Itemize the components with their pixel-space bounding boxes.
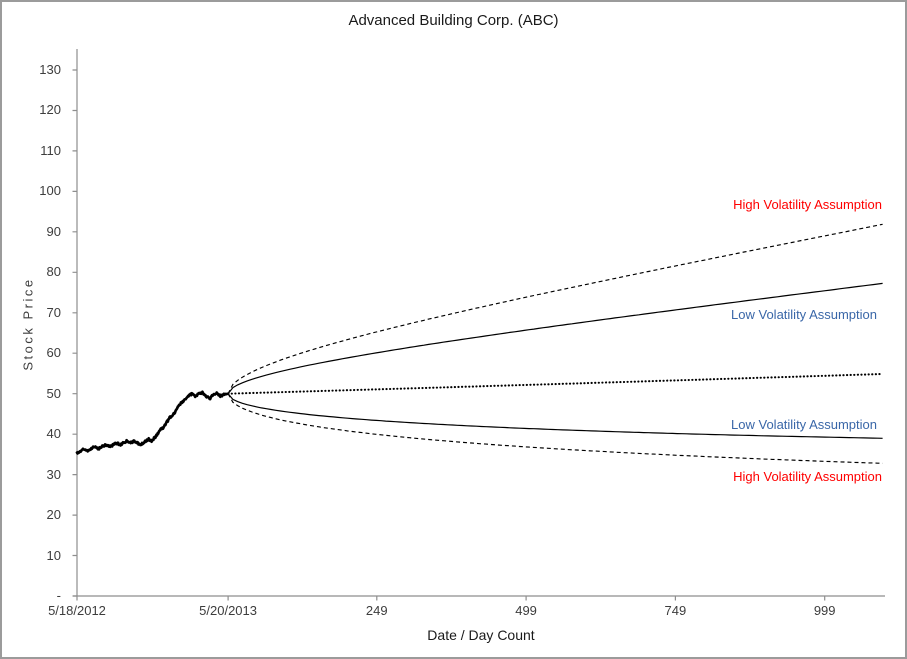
historical-price-line: [75, 390, 230, 455]
y-tick-label: 40: [46, 426, 61, 442]
y-tick-label: 100: [39, 183, 61, 199]
y-tick-label: 120: [39, 102, 61, 118]
chart-title: Advanced Building Corp. (ABC): [348, 12, 559, 29]
high-vol-lower-line: [227, 393, 883, 464]
annotation-low-volatility-lower: Low Volatility Assumption: [731, 417, 877, 432]
x-tick-label: 749: [664, 603, 687, 618]
y-tick-label: 60: [46, 345, 61, 361]
x-tick-label: 5/18/2012: [48, 603, 106, 618]
axis-ticks: [72, 69, 826, 601]
y-tick-label: 80: [46, 264, 61, 280]
y-tick-label: 70: [46, 304, 61, 320]
high-vol-upper-line: [227, 223, 883, 394]
y-tick-label: 50: [46, 385, 61, 401]
y-tick-label: 10: [46, 547, 61, 563]
y-tick-label: 30: [46, 466, 61, 482]
median-projection-line: [227, 372, 884, 395]
x-tick-label: 999: [813, 603, 836, 618]
low-vol-upper-line: [227, 282, 883, 395]
y-tick-label: 130: [39, 62, 61, 77]
annotation-high-volatility-lower: High Volatility Assumption: [733, 469, 882, 484]
y-tick-label: -: [56, 588, 61, 603]
annotation-high-volatility-upper: High Volatility Assumption: [733, 197, 882, 212]
y-tick-label: 110: [40, 142, 61, 158]
y-tick-label: 90: [46, 223, 61, 239]
annotation-low-volatility-upper: Low Volatility Assumption: [731, 307, 877, 322]
x-tick-label: 5/20/2013: [199, 603, 257, 618]
x-axis-title: Date / Day Count: [427, 627, 535, 643]
y-tick-label: 20: [46, 507, 61, 523]
x-tick-label: 249: [365, 603, 388, 618]
low-vol-lower-line: [227, 393, 883, 439]
x-tick-label: 499: [515, 603, 537, 618]
